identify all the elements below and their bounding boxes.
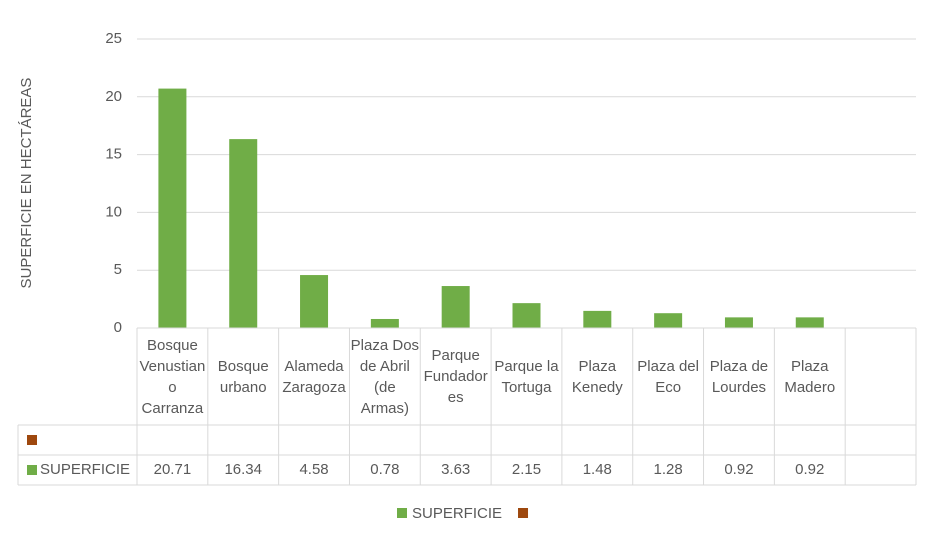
x-tick-label: Alameda Zaragoza [282, 357, 346, 396]
table-legend-key [27, 435, 37, 445]
table-value: 1.48 [583, 461, 612, 478]
legend-key [518, 508, 529, 518]
y-tick-label: 25 [105, 30, 122, 47]
x-tick-label: Bosque Venustiano Carranza [139, 336, 206, 417]
table-legend-key [27, 465, 37, 475]
x-tick-label: Plaza del Eco [637, 357, 699, 396]
x-tick-label: Plaza Dos de Abril (de Armas) [350, 336, 420, 417]
bar [724, 317, 753, 328]
x-tick-label: Plaza Madero [784, 357, 836, 396]
x-tick-label: Bosque urbano [217, 357, 269, 396]
table-value: 0.92 [724, 461, 753, 478]
x-tick-label: Plaza Kenedy [571, 357, 623, 396]
y-tick-label: 20 [105, 88, 122, 105]
table-value: 20.71 [154, 461, 192, 478]
bar [512, 303, 541, 328]
bar [583, 310, 612, 328]
x-tick-label: Parque la Tortuga [494, 357, 559, 396]
y-axis-label: SUPERFICIE EN HECTÁREAS [18, 78, 35, 289]
table-value: 3.63 [441, 461, 470, 478]
table-value: 0.92 [795, 461, 824, 478]
y-tick-label: 0 [114, 319, 122, 336]
bar [654, 313, 683, 328]
legend-key [397, 508, 407, 518]
x-tick-label: Parque Fundadores [423, 347, 488, 406]
table-value: 2.15 [512, 461, 541, 478]
table-value: 1.28 [654, 461, 683, 478]
table-value: 4.58 [299, 461, 328, 478]
y-tick-label: 15 [105, 146, 122, 163]
bar [229, 139, 258, 328]
bar [158, 88, 187, 328]
table-series-name: SUPERFICIE [40, 461, 130, 478]
table-value: 0.78 [370, 461, 399, 478]
bar [441, 286, 470, 328]
bar [370, 318, 399, 328]
bar [795, 317, 824, 328]
y-tick-label: 5 [114, 261, 122, 278]
bar [300, 275, 329, 328]
y-tick-label: 10 [105, 203, 122, 220]
x-tick-label: Plaza de Lourdes [709, 357, 769, 396]
legend-label: SUPERFICIE [412, 505, 502, 522]
table-value: 16.34 [224, 461, 262, 478]
